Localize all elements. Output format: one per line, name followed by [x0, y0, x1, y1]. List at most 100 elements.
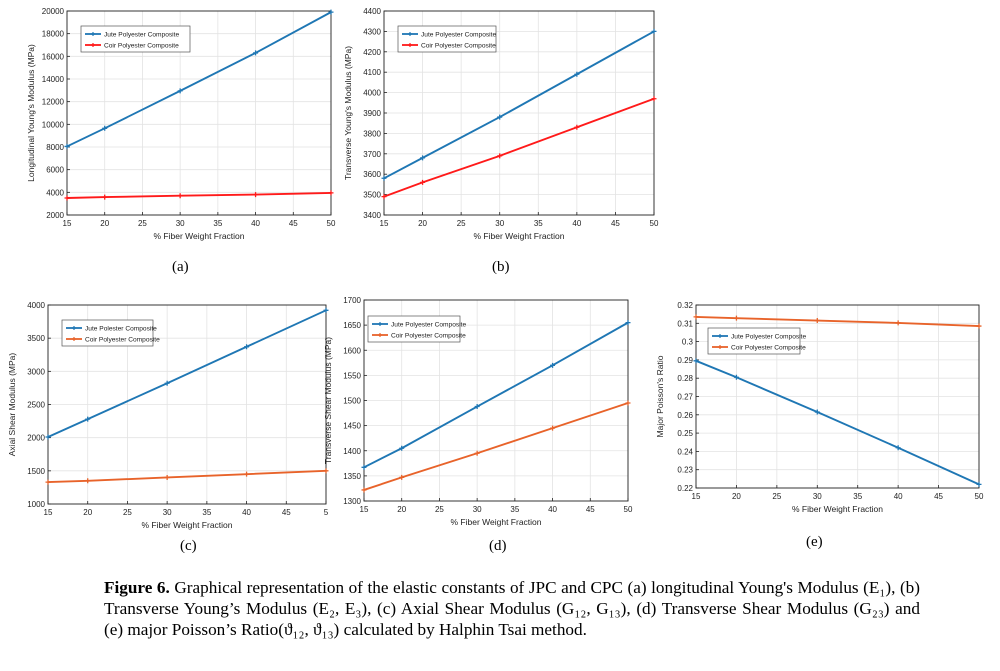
data-point	[497, 153, 503, 159]
legend-label: Coir Polyester Composite	[104, 43, 179, 50]
y-tick-label: 4000	[363, 89, 381, 98]
y-tick-label: 4000	[27, 301, 45, 310]
chart-e: 0.22 0.23 0.24 0.25 0.26 0.27 0.28 0.29 0.3 0.31 0…	[655, 301, 984, 514]
legend-box	[367, 315, 461, 343]
y-tick-label: 3500	[363, 191, 381, 200]
x-axis-label: % Fiber Weight Fraction	[450, 517, 541, 527]
x-tick-label: 30	[495, 219, 504, 228]
x-tick-label: 45	[586, 505, 595, 514]
data-point	[361, 487, 367, 493]
x-axis-label: % Fiber Weight Fraction	[473, 231, 564, 241]
data-point	[895, 320, 901, 326]
legend-box	[707, 327, 801, 355]
data-point	[497, 114, 503, 120]
y-tick-label: 6000	[46, 166, 64, 175]
y-tick-label: 2000	[27, 434, 45, 443]
x-tick-label: 25	[457, 219, 466, 228]
y-tick-label: 3500	[27, 334, 45, 343]
x-tick-label: 35	[534, 219, 543, 228]
y-tick-label: 0.32	[677, 301, 693, 310]
data-point	[177, 88, 183, 94]
x-tick-label: 15	[44, 508, 53, 517]
data-point	[64, 195, 70, 201]
y-tick-label: 0.3	[682, 338, 694, 347]
legend-label: Coir Polyester Composite	[731, 345, 806, 352]
y-tick-label: 0.31	[677, 319, 693, 328]
data-point	[474, 404, 480, 410]
y-tick-label: 3700	[363, 150, 381, 159]
series-line	[363, 321, 629, 469]
x-tick-label: 20	[83, 508, 92, 517]
y-tick-label: 1500	[343, 397, 361, 406]
x-tick-label: 15	[63, 219, 72, 228]
y-tick-label: 1450	[343, 422, 361, 431]
legend-label: Jute Polyester Composite	[421, 32, 496, 39]
data-point	[550, 362, 556, 368]
legend-marker	[378, 333, 382, 337]
data-point	[976, 323, 982, 329]
y-tick-label: 1650	[343, 321, 361, 330]
y-tick-label: 16000	[42, 52, 65, 61]
x-tick-label: 15	[692, 492, 701, 501]
y-tick-label: 2500	[27, 401, 45, 410]
y-tick-label: 14000	[42, 75, 65, 84]
x-axis-label: % Fiber Weight Fraction	[141, 520, 232, 530]
y-tick-label: 3000	[27, 367, 45, 376]
x-tick-label: 50	[327, 219, 336, 228]
x-tick-label: 40	[572, 219, 581, 228]
x-axis-label: % Fiber Weight Fraction	[792, 504, 883, 514]
y-tick-label: 1300	[343, 497, 361, 506]
x-tick-label: 15	[360, 505, 369, 514]
y-tick-label: 18000	[42, 30, 65, 39]
legend-marker	[91, 43, 95, 47]
data-point	[651, 96, 657, 102]
caption-lead: Figure 6.	[104, 578, 170, 597]
data-point	[45, 434, 51, 440]
x-tick-label: 40	[251, 219, 260, 228]
y-tick-label: 4100	[363, 68, 381, 77]
figure-caption: Figure 6. Graphical representation of th…	[104, 577, 920, 640]
y-tick-label: 4300	[363, 27, 381, 36]
x-tick-label: 35	[213, 219, 222, 228]
caption-text: Graphical representation of the elastic …	[104, 578, 920, 639]
data-point	[323, 468, 329, 474]
y-axis-label: Longitudinal Young's Modulus (MPa)	[26, 44, 36, 182]
x-tick-label: 45	[934, 492, 943, 501]
y-tick-label: 1700	[343, 296, 361, 305]
legend-label: Jute Polyester Composite	[391, 322, 466, 329]
y-tick-label: 1350	[343, 472, 361, 481]
data-point	[102, 125, 108, 131]
y-tick-label: 8000	[46, 143, 64, 152]
y-tick-label: 1600	[343, 346, 361, 355]
x-tick-label: 25	[772, 492, 781, 501]
y-tick-label: 4000	[46, 188, 64, 197]
subfigure-label-b: (b)	[492, 259, 510, 275]
data-point	[625, 320, 631, 326]
chart-c: 1000 1500 2000 2500 3000 3500 4000 15 20 25 30 35 40…	[7, 301, 329, 530]
data-point	[976, 481, 982, 487]
data-point	[323, 307, 329, 313]
x-tick-label: 20	[100, 219, 109, 228]
y-tick-label: 1000	[27, 500, 45, 509]
x-axis-label: % Fiber Weight Fraction	[153, 231, 244, 241]
data-point	[733, 374, 739, 380]
data-point	[253, 192, 259, 198]
data-point	[693, 314, 699, 320]
data-point	[420, 179, 426, 185]
y-tick-label: 20000	[42, 7, 65, 16]
legend-label: Jute Polester Composite	[85, 326, 157, 333]
x-tick-label: 30	[473, 505, 482, 514]
x-tick-label: 45	[611, 219, 620, 228]
data-point	[64, 143, 70, 149]
data-point	[814, 318, 820, 324]
chart-a: 2000 4000 6000 8000 10000 12000 14000 16000 1800…	[26, 7, 336, 241]
y-tick-label: 12000	[42, 98, 65, 107]
legend-box	[61, 319, 154, 347]
data-point	[328, 190, 334, 196]
data-point	[164, 474, 170, 480]
data-point	[244, 344, 250, 350]
y-tick-label: 10000	[42, 120, 65, 129]
chart-d: 1300 1350 1400 1450 1500 1550 1600 1650 1700 15 20…	[323, 296, 633, 527]
x-tick-label: 20	[418, 219, 427, 228]
